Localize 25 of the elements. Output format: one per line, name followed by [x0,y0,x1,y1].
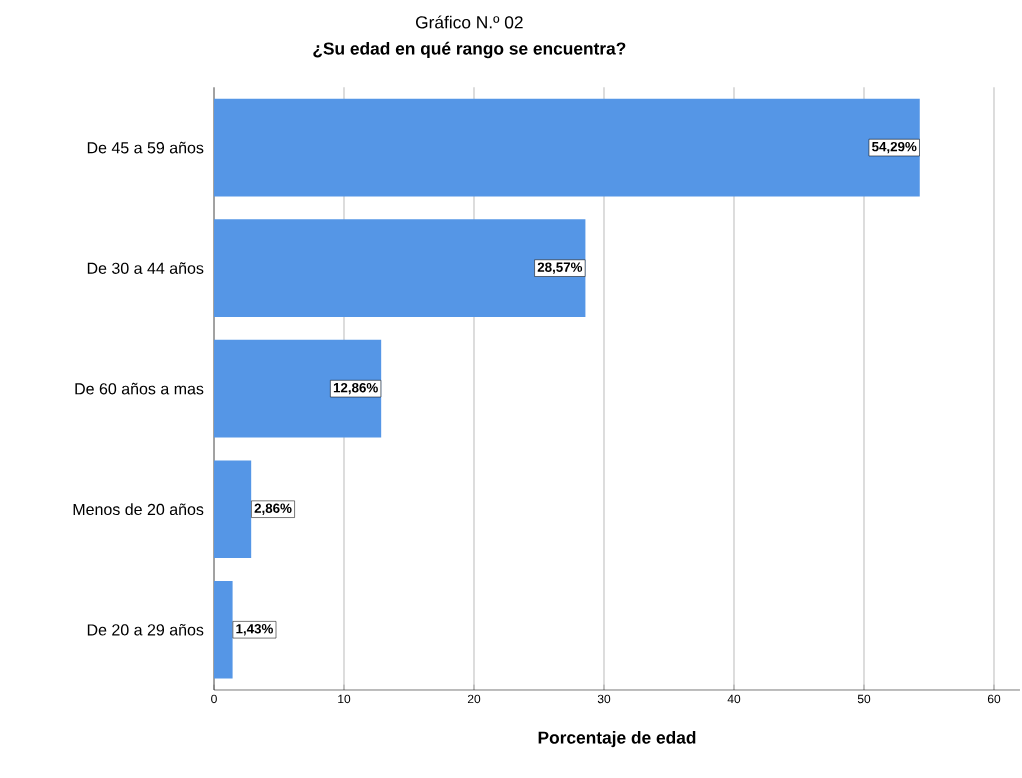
chart-subtitle: ¿Su edad en qué rango se encuentra? [313,41,626,59]
x-tick-label: 0 [211,694,217,704]
data-label: 28,57% [537,262,583,274]
x-axis-title: Porcentaje de edad [538,731,696,748]
y-tick-label: De 60 años a mas [75,382,204,395]
bar [214,460,252,559]
bar [214,339,382,438]
bar [214,219,586,317]
data-label: 12,86% [333,382,378,395]
x-tick-label: 10 [338,694,351,704]
x-tick-label: 60 [987,694,1001,704]
bar [214,580,233,679]
x-tick-label: 30 [597,694,611,704]
y-tick-label: De 20 a 29 años [87,623,204,636]
x-tick-label: 20 [467,694,481,704]
y-tick-label: De 45 a 59 años [87,141,204,154]
x-tick-label: 50 [857,694,871,704]
x-tick-label: 40 [727,694,741,704]
y-tick-label: De 30 a 44 años [87,262,204,274]
chart-title: Gráfico N.º 02 [416,15,523,29]
y-tick-label: Menos de 20 años [73,503,204,516]
data-label: 2,86% [254,503,292,515]
data-label: 54,29% [872,141,917,154]
data-label: 1,43% [236,624,273,636]
bar [214,98,920,197]
